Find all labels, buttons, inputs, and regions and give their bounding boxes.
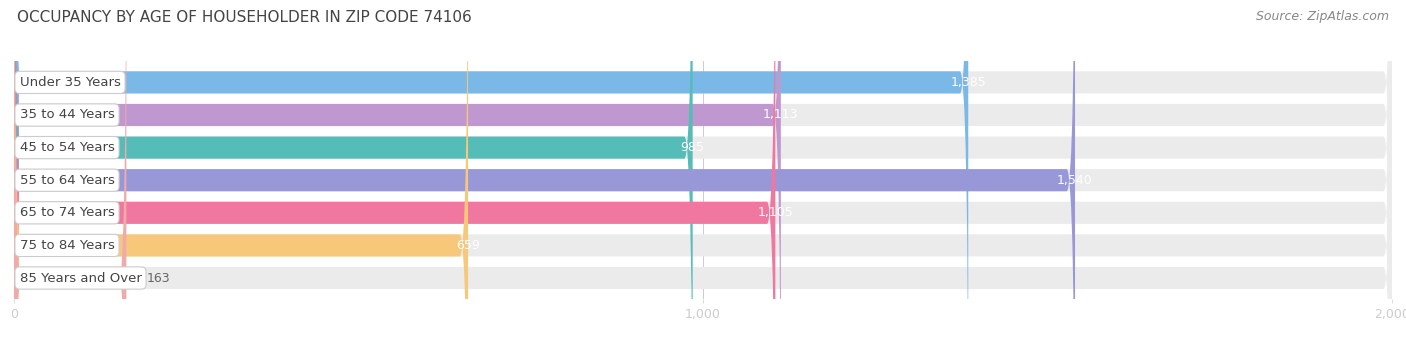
FancyBboxPatch shape — [14, 0, 775, 340]
Text: 659: 659 — [456, 239, 479, 252]
Text: 45 to 54 Years: 45 to 54 Years — [20, 141, 114, 154]
FancyBboxPatch shape — [14, 0, 1392, 340]
Text: Source: ZipAtlas.com: Source: ZipAtlas.com — [1256, 10, 1389, 23]
Text: 985: 985 — [681, 141, 704, 154]
FancyBboxPatch shape — [14, 0, 1392, 340]
FancyBboxPatch shape — [14, 0, 1076, 340]
Text: OCCUPANCY BY AGE OF HOUSEHOLDER IN ZIP CODE 74106: OCCUPANCY BY AGE OF HOUSEHOLDER IN ZIP C… — [17, 10, 471, 25]
FancyBboxPatch shape — [14, 0, 693, 340]
Text: 35 to 44 Years: 35 to 44 Years — [20, 108, 114, 121]
Text: 65 to 74 Years: 65 to 74 Years — [20, 206, 114, 219]
FancyBboxPatch shape — [14, 0, 1392, 340]
Text: 1,113: 1,113 — [763, 108, 799, 121]
FancyBboxPatch shape — [14, 0, 780, 340]
FancyBboxPatch shape — [14, 0, 1392, 340]
Text: 75 to 84 Years: 75 to 84 Years — [20, 239, 114, 252]
Text: 1,105: 1,105 — [758, 206, 793, 219]
FancyBboxPatch shape — [14, 0, 1392, 340]
FancyBboxPatch shape — [14, 0, 468, 340]
Text: Under 35 Years: Under 35 Years — [20, 76, 121, 89]
Text: 163: 163 — [148, 272, 170, 285]
FancyBboxPatch shape — [14, 0, 969, 340]
Text: 1,385: 1,385 — [950, 76, 986, 89]
FancyBboxPatch shape — [14, 0, 1392, 340]
FancyBboxPatch shape — [14, 0, 1392, 340]
Text: 55 to 64 Years: 55 to 64 Years — [20, 174, 114, 187]
FancyBboxPatch shape — [14, 0, 127, 340]
Text: 1,540: 1,540 — [1057, 174, 1092, 187]
Text: 85 Years and Over: 85 Years and Over — [20, 272, 142, 285]
